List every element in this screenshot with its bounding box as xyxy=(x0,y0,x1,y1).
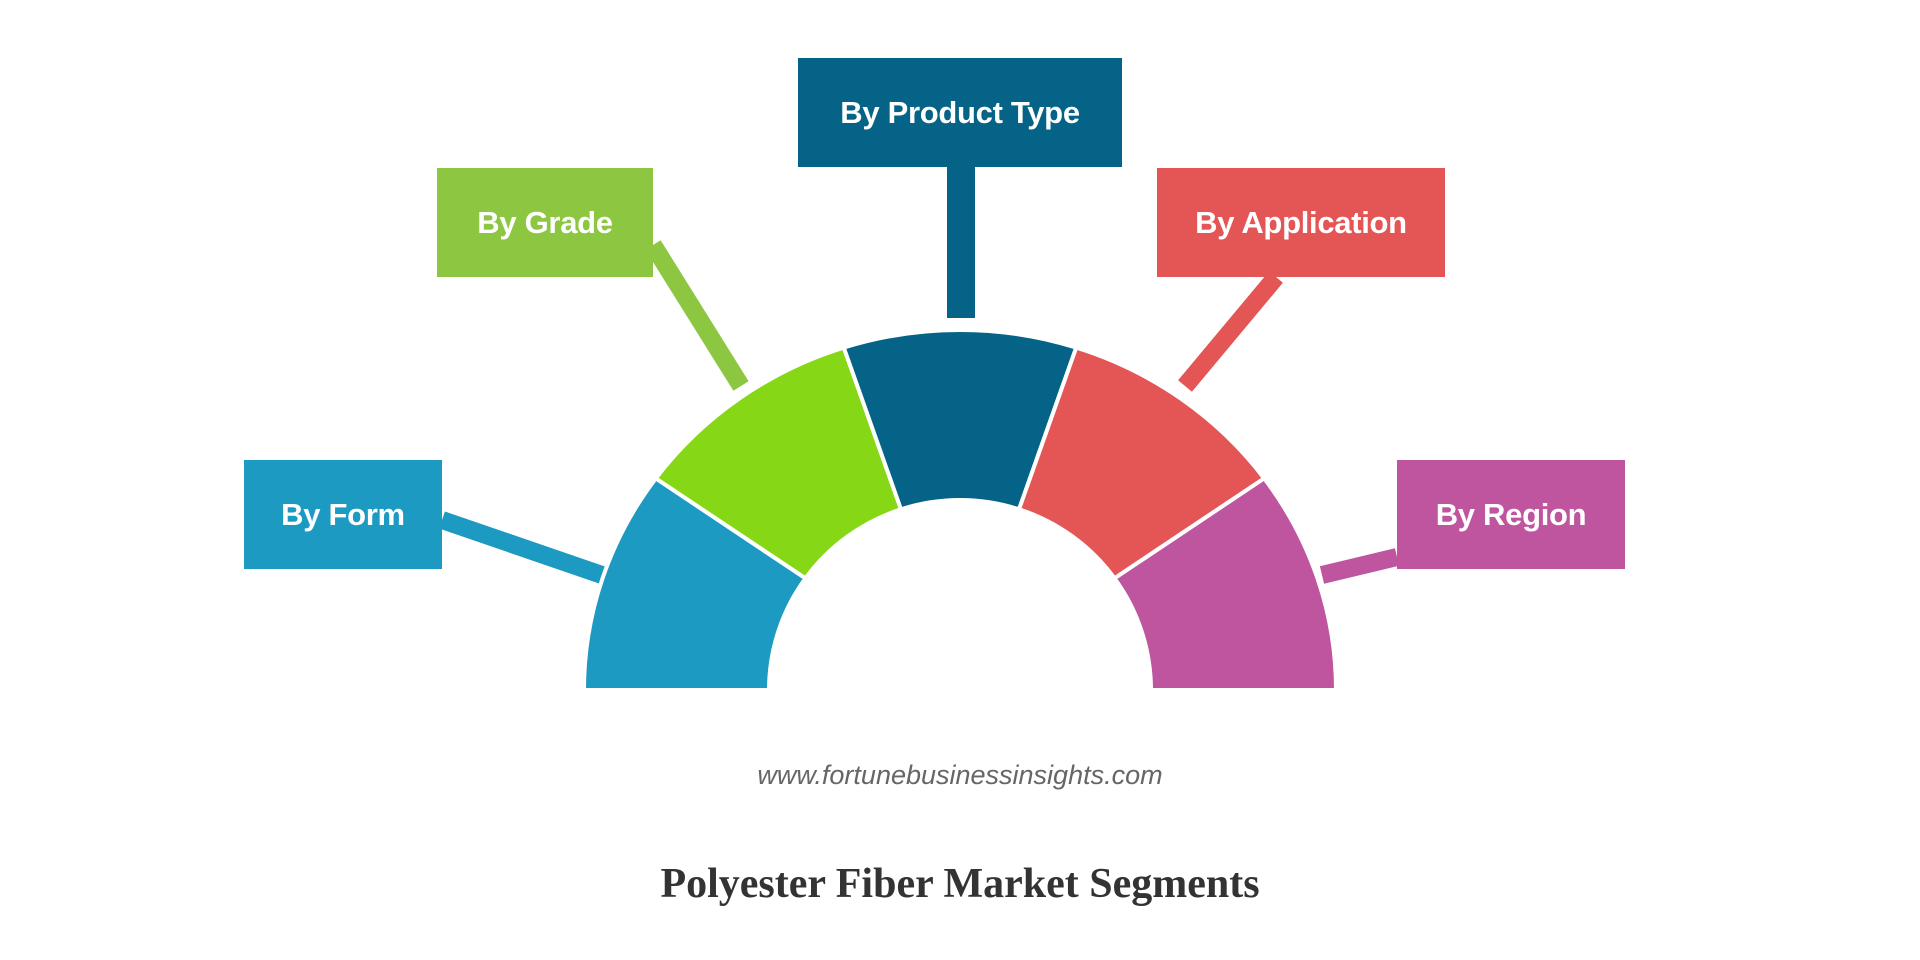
label-text: By Region xyxy=(1435,496,1587,532)
connector-application xyxy=(1178,271,1283,392)
connector-grade xyxy=(645,240,749,391)
connector-region xyxy=(1319,548,1400,584)
label-box-application: By Application xyxy=(1157,168,1445,277)
diagram-title: Polyester Fiber Market Segments xyxy=(660,861,1260,907)
label-box-form: By Form xyxy=(244,460,442,569)
label-box-grade: By Grade xyxy=(437,168,653,277)
label-box-region: By Region xyxy=(1397,460,1625,569)
label-box-product-type: By Product Type xyxy=(798,58,1122,167)
label-text: By Product Type xyxy=(840,94,1080,130)
label-text: By Form xyxy=(281,496,405,532)
connector-form xyxy=(439,511,605,584)
arc-segment-region xyxy=(1111,475,1339,692)
source-url: www.fortunebusinessinsights.com xyxy=(757,760,1163,790)
label-text: By Grade xyxy=(477,204,613,240)
label-text: By Application xyxy=(1195,204,1407,240)
